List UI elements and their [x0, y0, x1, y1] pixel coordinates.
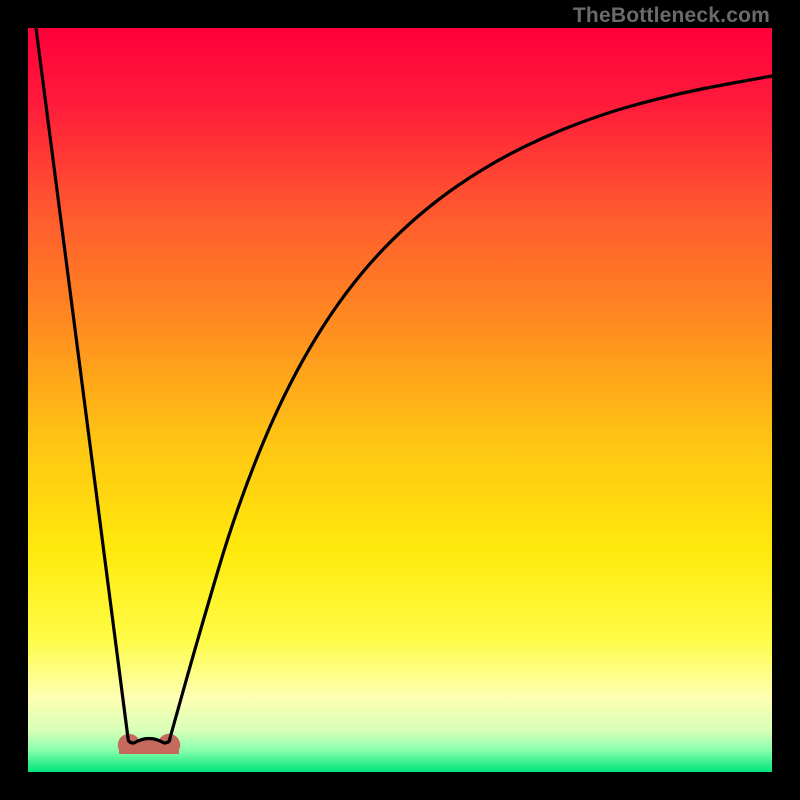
- chart-frame: TheBottleneck.com: [0, 0, 800, 800]
- curve-layer: [28, 28, 772, 772]
- plot-area: [28, 28, 772, 772]
- watermark-text: TheBottleneck.com: [573, 4, 770, 28]
- bottleneck-curve: [36, 28, 772, 743]
